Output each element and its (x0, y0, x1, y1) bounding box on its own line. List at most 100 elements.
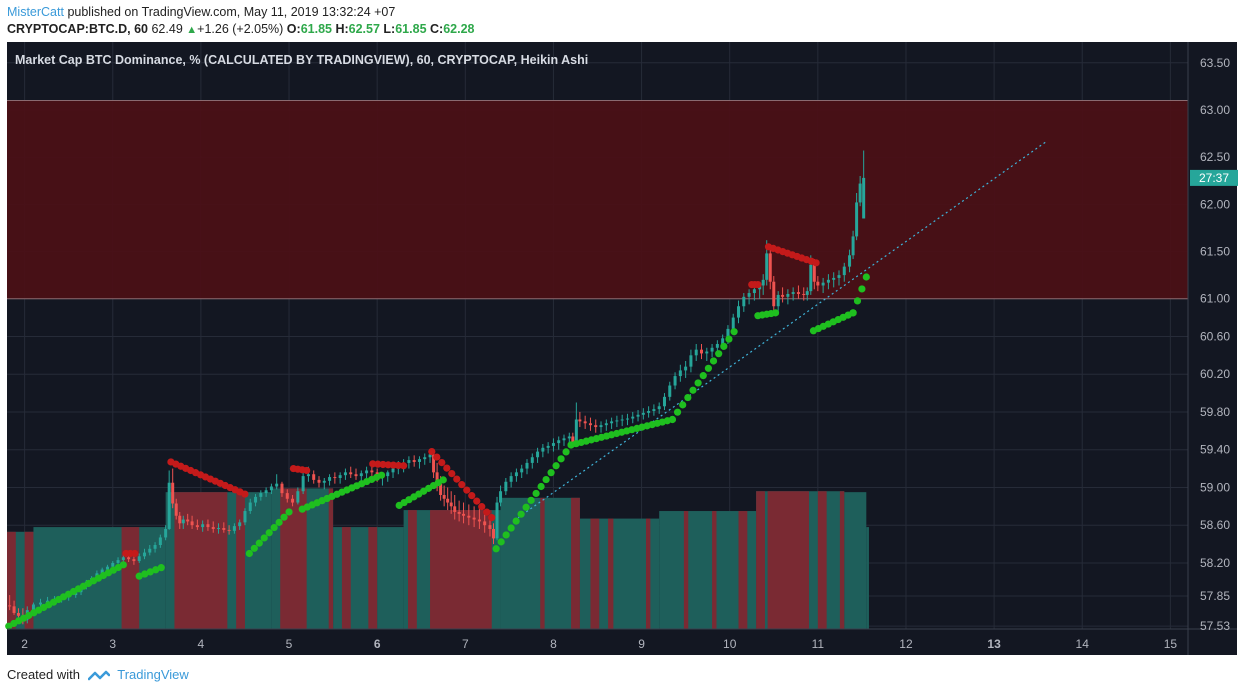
candle-body (16, 612, 20, 616)
candle-body (625, 418, 629, 420)
candle-body (111, 562, 115, 567)
sar-dot (522, 503, 530, 511)
candle-body (742, 296, 746, 307)
candle-body (259, 493, 263, 497)
author-link[interactable]: MisterCatt (7, 5, 64, 19)
candle-body (726, 328, 730, 339)
trend-line (517, 140, 1048, 519)
candle-body (206, 524, 210, 528)
y-tick-label: 59.40 (1200, 443, 1230, 457)
y-tick-label: 63.00 (1200, 103, 1230, 117)
sar-dot (537, 482, 545, 491)
candle-body (477, 519, 481, 522)
price-label: 27:37 (1199, 171, 1229, 185)
candle-body (453, 506, 457, 512)
candle-body (694, 349, 698, 356)
candle-body (306, 474, 310, 477)
candle-body (599, 425, 603, 428)
candle-body (499, 491, 503, 503)
candle-body (862, 177, 866, 219)
tradingview-brand[interactable]: TradingView (117, 667, 189, 682)
x-tick-label: 10 (723, 637, 737, 651)
sar-dot (458, 481, 466, 489)
candle-body (583, 421, 587, 424)
candle-body (100, 569, 104, 574)
candle-body (791, 292, 795, 294)
candle-body (301, 476, 305, 492)
sar-dot (507, 524, 515, 532)
volume-red-block (571, 497, 580, 629)
y-tick-label: 59.00 (1200, 480, 1230, 494)
sar-dot (157, 564, 165, 572)
sar-dot (374, 460, 382, 468)
candle-body (657, 406, 661, 410)
candle-body (776, 294, 780, 307)
chart-area[interactable]: 63.50 63.00 62.50 62.00 61.50 61.00 60.60 60.20… (0, 42, 1243, 658)
candle-body (752, 289, 756, 294)
candle-body (446, 498, 450, 503)
candle-body (428, 454, 432, 458)
created-with-label: Created with (7, 667, 80, 682)
candle-body (333, 477, 337, 479)
candle-body (435, 472, 439, 484)
volume-red-block (767, 491, 810, 629)
sar-dot (453, 475, 461, 483)
candle-body (604, 423, 608, 426)
sar-dot (131, 549, 139, 558)
candle-body (137, 556, 141, 562)
x-tick-label: 11 (812, 637, 825, 651)
candle-body (647, 410, 651, 413)
candle-body (551, 443, 555, 446)
sar-dot (463, 486, 471, 494)
sar-dot (241, 490, 249, 498)
candle-body (821, 282, 825, 286)
sar-dot (699, 372, 707, 380)
y-tick-label: 61.00 (1200, 292, 1230, 306)
candle-body (227, 529, 231, 531)
candle-body (359, 473, 363, 477)
volume-red-block (712, 511, 717, 629)
candle-body (116, 560, 120, 563)
y-tick-label: 58.60 (1200, 518, 1230, 532)
candle-body (296, 491, 300, 503)
x-tick-label: 13 (987, 637, 1001, 651)
candle-body (338, 475, 342, 479)
sar-dot (552, 462, 560, 470)
volume-red-block (839, 491, 845, 629)
sar-dot (488, 514, 496, 522)
candle-body (520, 468, 524, 473)
volume-red-block (738, 511, 748, 629)
candle-body (178, 515, 182, 524)
x-tick-label: 2 (21, 637, 28, 651)
ohlc-line: CRYPTOCAP:BTC.D, 60 62.49 ▲+1.26 (+2.05%… (7, 22, 474, 36)
volume-red-block (174, 492, 228, 629)
sar-dot (754, 280, 762, 289)
x-tick-label: 12 (899, 637, 913, 651)
volume-red-block (683, 511, 689, 629)
x-tick-label: 6 (374, 637, 381, 651)
candle-body (495, 502, 499, 539)
y-tick-label: 63.50 (1200, 56, 1230, 70)
candle-body (662, 396, 666, 407)
volume-block (844, 492, 867, 629)
candle-body (439, 483, 443, 495)
candle-body (620, 419, 624, 421)
sar-dot (725, 335, 733, 343)
sar-dot (275, 518, 283, 526)
footer: Created with TradingView (7, 667, 189, 682)
candle-body (594, 425, 598, 428)
sar-dot (557, 455, 565, 463)
sar-dot (285, 508, 293, 516)
candle-body (222, 528, 226, 530)
candle-body (851, 236, 855, 256)
candle-body (678, 370, 682, 377)
sar-dot (679, 401, 687, 409)
candle-body (417, 459, 421, 462)
candle-body (317, 479, 321, 483)
y-tick-label: 60.20 (1200, 367, 1230, 381)
candle-body (641, 412, 645, 415)
price-chart[interactable]: 63.50 63.00 62.50 62.00 61.50 61.00 60.60 60.20… (0, 42, 1243, 658)
candle-body (12, 606, 16, 613)
candle-body (536, 451, 540, 458)
candle-body (472, 517, 476, 520)
